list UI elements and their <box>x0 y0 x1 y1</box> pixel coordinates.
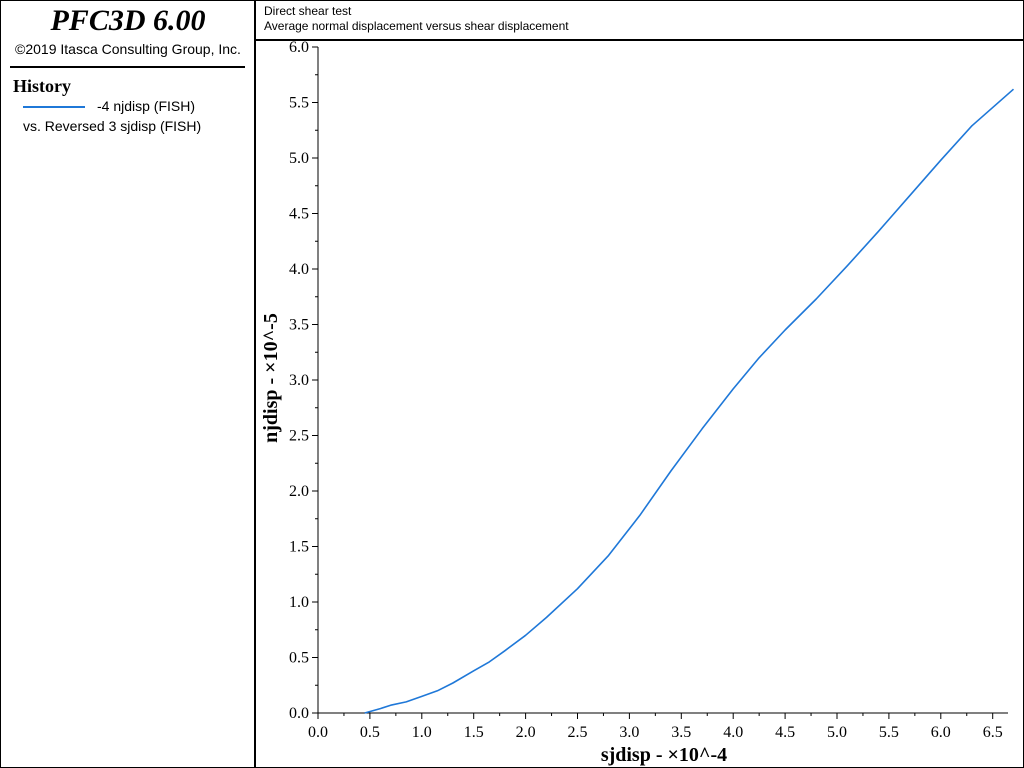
y-tick-label: 3.0 <box>289 372 309 389</box>
legend-panel: PFC3D 6.00 ©2019 Itasca Consulting Group… <box>0 0 256 768</box>
x-tick-label: 5.0 <box>827 724 847 741</box>
x-tick-label: 0.5 <box>360 724 380 741</box>
chart-header: Direct shear test Average normal displac… <box>256 0 1024 41</box>
x-tick-label: 1.0 <box>412 724 432 741</box>
chart-subtitle: Average normal displacement versus shear… <box>264 19 569 33</box>
x-tick-label: 3.5 <box>671 724 691 741</box>
y-tick-label: 1.0 <box>289 594 309 611</box>
x-tick-label: 6.0 <box>931 724 951 741</box>
y-tick-label: 4.5 <box>289 206 309 223</box>
x-tick-label: 5.5 <box>879 724 899 741</box>
y-tick-label: 5.0 <box>289 150 309 167</box>
chart-title: Direct shear test <box>264 4 352 18</box>
x-tick-label: 4.5 <box>775 724 795 741</box>
y-tick-label: 0.5 <box>289 650 309 667</box>
y-tick-label: 2.5 <box>289 428 309 445</box>
legend-entry-label: -4 njdisp (FISH) <box>97 98 196 114</box>
y-tick-label: 1.5 <box>289 539 309 556</box>
legend-line-swatch <box>23 106 85 108</box>
copyright-text: ©2019 Itasca Consulting Group, Inc. <box>15 41 241 57</box>
y-tick-label: 4.0 <box>289 261 309 278</box>
x-tick-label: 1.5 <box>464 724 484 741</box>
x-tick-label: 0.0 <box>308 724 328 741</box>
x-tick-label: 2.5 <box>568 724 588 741</box>
legend-entry-sublabel: vs. Reversed 3 sjdisp (FISH) <box>23 118 202 134</box>
y-tick-label: 2.0 <box>289 483 309 500</box>
x-tick-label: 3.0 <box>619 724 639 741</box>
x-axis-title: sjdisp - ×10^-4 <box>601 744 727 766</box>
y-tick-label: 5.5 <box>289 95 309 112</box>
y-tick-label: 6.0 <box>289 39 309 56</box>
app-title: PFC3D 6.00 <box>50 4 206 37</box>
divider <box>10 66 245 68</box>
series-line-0 <box>364 88 1015 714</box>
x-tick-label: 6.5 <box>983 724 1003 741</box>
x-tick-label: 2.0 <box>516 724 536 741</box>
x-tick-label: 4.0 <box>723 724 743 741</box>
y-axis-title: njdisp - ×10^-5 <box>260 313 282 443</box>
y-tick-label: 3.5 <box>289 317 309 334</box>
history-heading: History <box>13 76 71 96</box>
y-tick-label: 0.0 <box>289 705 309 722</box>
